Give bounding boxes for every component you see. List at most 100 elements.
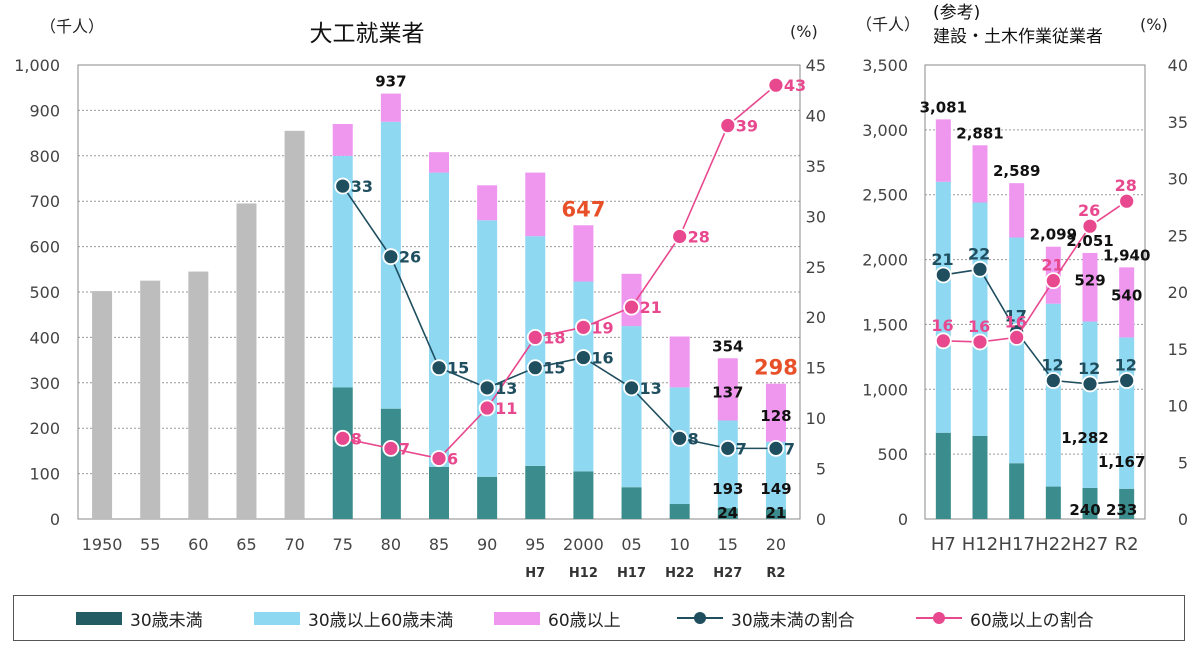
p0-ratio_young-point (334, 177, 352, 195)
p1-young-label: 233 (1106, 501, 1137, 519)
p1-y-tick-label: 1,000 (862, 380, 908, 399)
p1-y-tick-label: 500 (877, 445, 908, 464)
p1-bar-young (935, 432, 951, 519)
p1-y2-tick-label: 5 (1178, 453, 1188, 472)
p0-y-tick-label: 300 (29, 374, 60, 393)
p0-y-tick-label: 800 (29, 147, 60, 166)
p0-x-tick-label: 70 (284, 535, 304, 554)
p0-ratio-old-label: 11 (495, 399, 517, 418)
p1-bar-old (935, 119, 951, 182)
p1-total-label: 2,051 (1066, 232, 1113, 250)
p1-title-line1: (参考) (933, 3, 980, 23)
p0-bar-young (380, 408, 401, 519)
p0-y-tick-label: 1,000 (14, 56, 60, 75)
p0-bar-total (140, 280, 161, 519)
p1-x-tick-label: R2 (1115, 534, 1139, 555)
p0-ratio-young-label: 8 (688, 429, 699, 448)
p0-x-tick-label-era: H22 (665, 566, 694, 581)
legend-swatch-ratio-young (677, 612, 723, 624)
p1-ratio_young-point (1118, 372, 1136, 389)
p1-y-tick-label: 2,000 (862, 251, 908, 270)
p0-y2-tick-label: 40 (806, 106, 826, 125)
p1-bar-old (972, 145, 988, 203)
p0-ratio_old-point (430, 450, 448, 467)
p0-x-tick-label: 60 (188, 535, 208, 554)
p0-y2-tick-label: 10 (806, 409, 826, 428)
p0-bar-old (717, 358, 738, 421)
p0-bar-total (188, 271, 209, 519)
p1-y2-tick-label: 15 (1168, 340, 1188, 359)
p0-bar-total (284, 130, 305, 519)
p1-plot-frame (924, 64, 1146, 520)
p1-ratio-old-label: 16 (968, 317, 990, 336)
p0-ratio_young-point (767, 439, 785, 457)
p0-bar-young (332, 387, 353, 519)
legend-swatch-young (76, 611, 122, 625)
p1-title-line2: 建設・土木作業従業者 (933, 27, 1103, 47)
p0-unit-left: （千人） (40, 17, 104, 36)
p0-bar-old (380, 93, 401, 122)
p1-bar-young (972, 435, 988, 519)
p0-y-tick-label: 400 (29, 328, 60, 347)
p1-ratio-young-label: 12 (1041, 356, 1063, 375)
p0-ratio_old-point (575, 318, 592, 336)
p0-young-label: 24 (717, 504, 738, 522)
p1-x-tick-label: H22 (1035, 534, 1071, 555)
p0-y2-tick-label: 20 (806, 308, 826, 327)
p0-ratio-young-label: 13 (640, 379, 662, 398)
p1-ratio-young-label: 22 (968, 244, 990, 263)
legend-item-ratio-old: 60歳以上の割合 (916, 596, 1094, 640)
p1-y2-tick-label: 40 (1168, 56, 1188, 75)
p0-y-tick-label: 100 (29, 465, 60, 484)
p1-unit-left: （千人） (856, 15, 920, 34)
p0-ratio-old-label: 8 (351, 429, 362, 448)
p1-y2-tick-label: 0 (1178, 510, 1188, 529)
p0-y2-tick-label: 0 (816, 510, 826, 529)
p0-x-tick-label-era: H17 (617, 566, 646, 581)
p1-ratio_old-point (1044, 272, 1062, 290)
legend-item-mid: 30歳以上60歳未満 (254, 596, 453, 640)
p0-old-label: 128 (760, 407, 791, 425)
p0-bar-young (717, 508, 738, 519)
p0-x-tick-label-era: H7 (525, 566, 545, 581)
p0-ratio_young-point (719, 439, 737, 457)
p1-x-tick-label: H17 (998, 534, 1034, 555)
p0-x-tick-label-era: H12 (569, 566, 598, 581)
p0-ratio_young-point (575, 349, 592, 366)
p1-y-tick-label: 3,500 (862, 56, 908, 75)
p0-ratio-young-label: 7 (736, 439, 747, 458)
p0-ratio_old-point (671, 228, 689, 245)
p0-ratio_old-point (526, 328, 544, 346)
p0-x-tick-label-era: H27 (713, 566, 742, 581)
p1-y-tick-label: 0 (898, 510, 908, 529)
legend-item-young: 30歳未満 (76, 596, 203, 640)
p0-y-tick-label: 900 (29, 101, 60, 120)
p0-x-tick-label: 65 (236, 535, 256, 554)
p1-bar-old (1082, 252, 1098, 322)
p0-ratio_old-line (342, 84, 777, 460)
p1-y-tick-label: 3,000 (862, 121, 908, 140)
p1-x-tick-label: H7 (931, 534, 956, 555)
p1-mid-label: 1,282 (1061, 429, 1108, 447)
p0-bar-mid (477, 220, 498, 477)
p1-ratio-young-label: 12 (1078, 359, 1100, 378)
p1-y2-tick-label: 10 (1168, 397, 1188, 416)
p0-ratio_old-point (767, 76, 785, 94)
p1-y-tick-label: 2,500 (862, 186, 908, 205)
p1-ratio_old-point (1118, 192, 1136, 210)
p0-unit-right: (%) (790, 22, 818, 41)
p0-bar-young (765, 509, 786, 519)
p0-ratio_young-point (430, 359, 448, 377)
p1-total-label: 3,081 (920, 98, 967, 116)
p1-ratio-young-label: 12 (1115, 356, 1137, 375)
p0-ratio-young-label: 33 (351, 177, 373, 196)
p0-bar-young (621, 487, 642, 519)
p0-title: 大工就業者 (310, 21, 425, 47)
p0-bar-mid (525, 236, 546, 466)
p1-x-tick-label: H27 (1072, 534, 1108, 555)
p0-ratio_young-line (342, 185, 776, 450)
legend-label-mid: 30歳以上60歳未満 (308, 610, 454, 631)
p0-y-tick-label: 200 (29, 419, 60, 438)
p0-mid-label: 193 (712, 480, 743, 498)
p0-total-label: 647 (561, 197, 605, 221)
